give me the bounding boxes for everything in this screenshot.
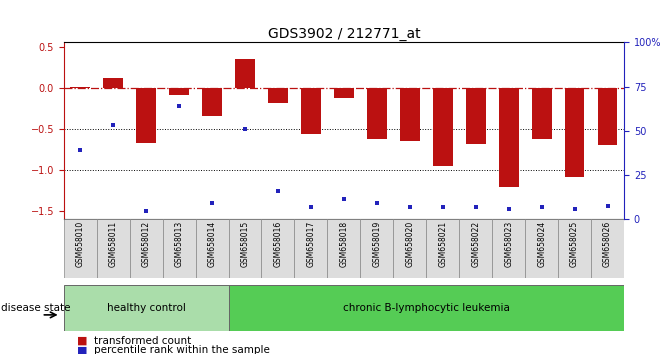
- Bar: [591, 219, 624, 278]
- Text: GSM658024: GSM658024: [537, 221, 546, 268]
- Bar: [525, 219, 558, 278]
- Bar: [70, 87, 90, 88]
- Text: GSM658022: GSM658022: [471, 221, 480, 267]
- Bar: [360, 219, 393, 278]
- Text: GSM658015: GSM658015: [240, 221, 250, 268]
- Bar: [195, 219, 229, 278]
- Text: GSM658023: GSM658023: [504, 221, 513, 268]
- Bar: [97, 219, 130, 278]
- Text: ■: ■: [77, 336, 88, 346]
- Bar: [499, 88, 519, 187]
- Text: percentile rank within the sample: percentile rank within the sample: [94, 346, 270, 354]
- Text: GSM658011: GSM658011: [109, 221, 117, 267]
- Bar: [268, 88, 288, 103]
- Text: GSM658012: GSM658012: [142, 221, 151, 267]
- Text: GSM658017: GSM658017: [307, 221, 315, 268]
- Title: GDS3902 / 212771_at: GDS3902 / 212771_at: [268, 28, 420, 41]
- Text: GSM658021: GSM658021: [438, 221, 448, 267]
- Text: GSM658018: GSM658018: [340, 221, 348, 267]
- Bar: [64, 285, 229, 331]
- Bar: [466, 88, 486, 144]
- Bar: [367, 88, 386, 139]
- Bar: [565, 88, 584, 177]
- Text: transformed count: transformed count: [94, 336, 191, 346]
- Bar: [229, 219, 262, 278]
- Bar: [531, 88, 552, 139]
- Bar: [558, 219, 591, 278]
- Bar: [229, 285, 624, 331]
- Text: GSM658010: GSM658010: [76, 221, 85, 268]
- Text: disease state: disease state: [1, 303, 70, 313]
- Bar: [235, 59, 255, 88]
- Bar: [334, 88, 354, 98]
- Text: GSM658025: GSM658025: [570, 221, 579, 268]
- Text: healthy control: healthy control: [107, 303, 186, 313]
- Bar: [130, 219, 162, 278]
- Text: GSM658013: GSM658013: [174, 221, 184, 268]
- Bar: [103, 78, 123, 88]
- Bar: [64, 219, 97, 278]
- Bar: [400, 88, 419, 141]
- Bar: [433, 88, 453, 166]
- Bar: [295, 219, 327, 278]
- Bar: [169, 88, 189, 95]
- Bar: [202, 88, 222, 116]
- Text: GSM658016: GSM658016: [274, 221, 282, 268]
- Bar: [426, 219, 459, 278]
- Bar: [598, 88, 617, 145]
- Bar: [493, 219, 525, 278]
- Text: chronic B-lymphocytic leukemia: chronic B-lymphocytic leukemia: [343, 303, 510, 313]
- Text: GSM658026: GSM658026: [603, 221, 612, 268]
- Bar: [327, 219, 360, 278]
- Bar: [262, 219, 295, 278]
- Bar: [459, 219, 493, 278]
- Text: GSM658014: GSM658014: [207, 221, 217, 268]
- Bar: [136, 88, 156, 143]
- Text: GSM658019: GSM658019: [372, 221, 381, 268]
- Bar: [393, 219, 426, 278]
- Text: ■: ■: [77, 346, 88, 354]
- Text: GSM658020: GSM658020: [405, 221, 414, 268]
- Bar: [162, 219, 195, 278]
- Bar: [301, 88, 321, 134]
